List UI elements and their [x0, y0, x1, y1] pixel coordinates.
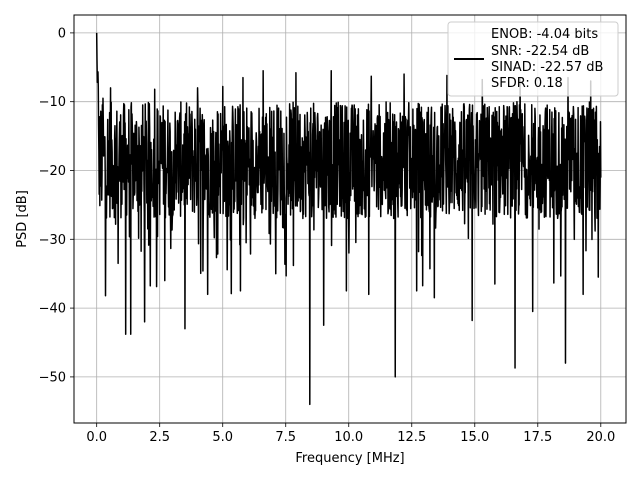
x-tick-label: 0.0: [86, 430, 107, 445]
y-tick-label: −10: [39, 95, 66, 110]
legend-enob: ENOB: -4.04 bits: [491, 27, 598, 42]
x-tick-label: 15.0: [460, 430, 489, 445]
y-tick-label: 0: [58, 26, 66, 41]
y-axis-ticks: 0 −10 −20 −30 −40 −50: [39, 26, 74, 385]
legend-box: [447, 21, 619, 97]
x-axis-ticks: 0.0 2.5 5.0 7.5 10.0 12.5 15.0 17.5 20.0: [86, 423, 615, 445]
y-tick-label: −40: [39, 302, 66, 317]
y-tick-label: −20: [39, 164, 66, 179]
legend: ENOB: -4.04 bits SNR: -22.54 dB SINAD: -…: [447, 21, 619, 97]
y-tick-label: −50: [39, 370, 66, 385]
x-tick-label: 12.5: [397, 430, 426, 445]
x-tick-label: 7.5: [275, 430, 296, 445]
plot-frame: [73, 14, 627, 424]
series-layer: [95, 32, 602, 406]
x-tick-label: 17.5: [523, 430, 552, 445]
y-axis-label: PSD [dB]: [15, 190, 30, 248]
y-tick-label: −30: [39, 233, 66, 248]
psd-series-line: [95, 32, 602, 406]
x-axis-label: Frequency [MHz]: [295, 451, 404, 466]
x-tick-label: 2.5: [149, 430, 170, 445]
x-tick-label: 10.0: [334, 430, 363, 445]
x-tick-label: 5.0: [212, 430, 233, 445]
legend-snr: SNR: -22.54 dB: [491, 44, 589, 59]
legend-sfdr: SFDR: 0.18: [491, 76, 563, 91]
x-tick-label: 20.0: [586, 430, 615, 445]
legend-sinad: SINAD: -22.57 dB: [491, 60, 603, 75]
